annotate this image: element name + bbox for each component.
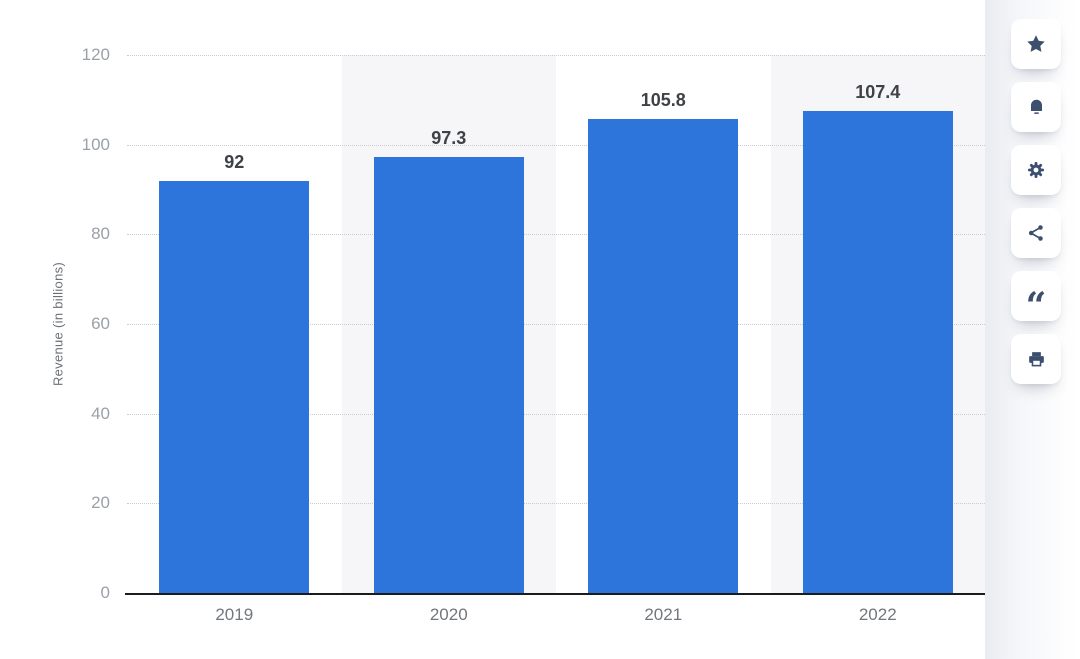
star-icon [1025, 33, 1047, 55]
bar-value-label: 105.8 [640, 89, 686, 110]
gear-icon [1026, 160, 1046, 180]
bar[interactable] [802, 111, 953, 593]
share-button[interactable] [1011, 208, 1061, 258]
y-tick-label: 100 [81, 134, 110, 154]
share-icon [1026, 223, 1046, 243]
x-tick-label: 2019 [215, 605, 254, 624]
action-sidebar-buttons: “ [985, 0, 1080, 384]
grid-line [127, 503, 985, 505]
x-tick-label: 2021 [644, 605, 683, 624]
y-tick-label: 0 [100, 583, 110, 602]
x-tick-label: 2022 [858, 605, 897, 624]
grid-line [127, 413, 985, 415]
bar-value-label: 92 [224, 151, 245, 172]
y-tick-label: 20 [91, 493, 110, 513]
bar[interactable] [588, 118, 739, 593]
y-tick-label: 120 [81, 45, 110, 64]
grid-line [127, 234, 985, 236]
y-tick-label: 60 [91, 314, 110, 333]
notifications-button[interactable] [1011, 82, 1061, 132]
bar[interactable] [159, 180, 310, 593]
bar-value-label: 107.4 [855, 82, 901, 103]
cite-button[interactable]: “ [1011, 271, 1061, 324]
bell-icon [1026, 97, 1047, 118]
action-sidebar: “ [985, 0, 1080, 659]
print-icon [1026, 349, 1047, 370]
y-tick-label: 40 [91, 403, 110, 423]
bar[interactable] [373, 156, 524, 593]
grid-line [127, 144, 985, 146]
x-tick-label: 2020 [429, 605, 468, 624]
print-button[interactable] [1011, 334, 1061, 384]
favorite-button[interactable] [1011, 19, 1061, 69]
settings-button[interactable] [1011, 145, 1061, 195]
bar-value-label: 97.3 [431, 127, 467, 148]
y-tick-label: 80 [91, 224, 110, 244]
x-axis-line [125, 593, 985, 595]
grid-line [127, 55, 985, 56]
revenue-bar-chart: Revenue (in billions) 0 20 40 60 80 100 120 92 9… [50, 45, 985, 624]
grid-line [127, 324, 985, 325]
